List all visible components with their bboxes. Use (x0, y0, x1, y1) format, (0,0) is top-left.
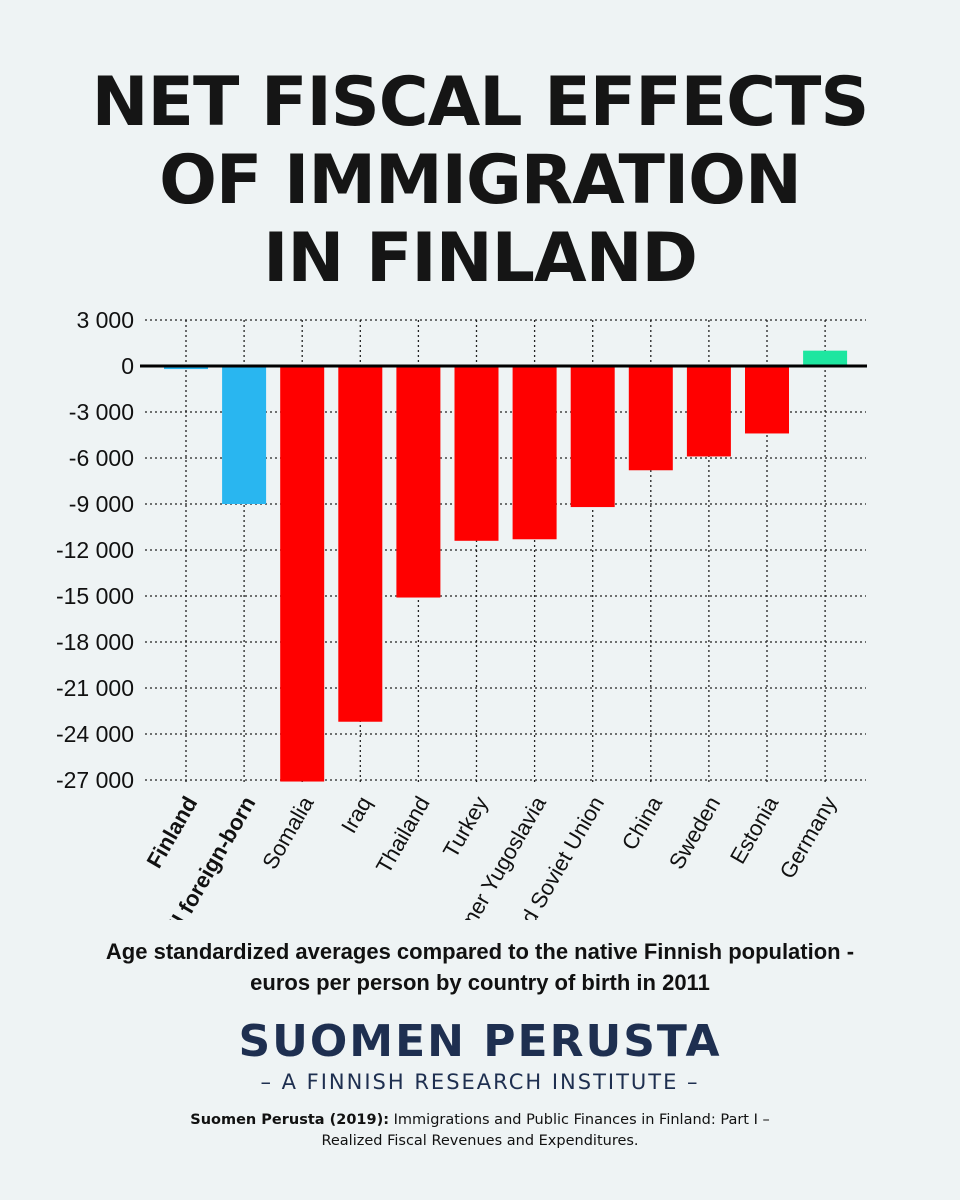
y-tick-label: -3 000 (69, 399, 134, 425)
citation-text-2: Realized Fiscal Revenues and Expenditure… (321, 1133, 639, 1149)
source-citation: Suomen Perusta (2019): Immigrations and … (0, 1110, 960, 1152)
brand-logo-text: SUOMEN PERUSTA (238, 1016, 722, 1067)
category-label: Sweden (664, 792, 725, 873)
y-tick-label: -6 000 (69, 445, 134, 471)
citation-text-1: Immigrations and Public Finances in Finl… (389, 1112, 770, 1128)
bar-turkey (454, 366, 499, 541)
subtitle-line-1: Age standardized averages compared to th… (105, 939, 855, 964)
bar-former-yugoslavia (512, 366, 557, 540)
citation-source: Suomen Perusta (2019): (190, 1112, 390, 1128)
category-label: Turkey (438, 792, 493, 862)
bar-iraq (338, 366, 383, 722)
y-tick-label: -24 000 (56, 721, 134, 747)
bar-formed-soviet-union (570, 366, 615, 508)
y-tick-label: -15 000 (56, 583, 134, 609)
bar-finland (164, 366, 208, 370)
y-tick-label: -21 000 (56, 675, 134, 701)
bar-estonia (745, 366, 789, 434)
y-tick-label: -9 000 (69, 491, 134, 517)
y-tick-label: 3 000 (76, 307, 134, 333)
category-label: Somalia (257, 791, 319, 873)
bar-all-foreign-born (222, 366, 267, 504)
title-line-1: NET FISCAL EFFECTS (91, 63, 870, 142)
y-tick-label: -12 000 (56, 537, 134, 563)
y-tick-labels: 3 000 0 -3 000 -6 000 -9 000 -12 000 -15 000 -1… (56, 307, 134, 793)
chart-title: NET FISCAL EFFECTS OF IMMIGRATION IN FIN… (0, 64, 960, 298)
bar-chart: 3 000 0 -3 000 -6 000 -9 000 -12 000 -15 000 -1… (56, 307, 867, 920)
y-tick-label: -27 000 (56, 767, 134, 793)
chart-bars (164, 350, 848, 782)
category-label: Thailand (371, 792, 435, 878)
category-label: Estonia (725, 791, 784, 868)
title-line-2: OF IMMIGRATION (159, 141, 802, 220)
bar-china (628, 366, 673, 471)
category-label: China (617, 791, 668, 854)
bar-thailand (396, 366, 441, 598)
y-tick-label: 0 (121, 353, 134, 379)
category-label: Germany (775, 792, 842, 883)
bar-sweden (686, 366, 731, 457)
brand-tagline: – A FINNISH RESEARCH INSTITUTE – (260, 1070, 700, 1094)
bar-somalia (280, 366, 325, 782)
title-line-3: IN FINLAND (263, 219, 698, 298)
category-label: Finland (142, 792, 203, 872)
category-label: Iraq (336, 792, 377, 837)
bar-germany (803, 350, 848, 366)
chart-subtitle: Age standardized averages compared to th… (0, 936, 960, 998)
subtitle-line-2: euros per person by country of birth in … (250, 970, 710, 995)
y-tick-label: -18 000 (56, 629, 134, 655)
